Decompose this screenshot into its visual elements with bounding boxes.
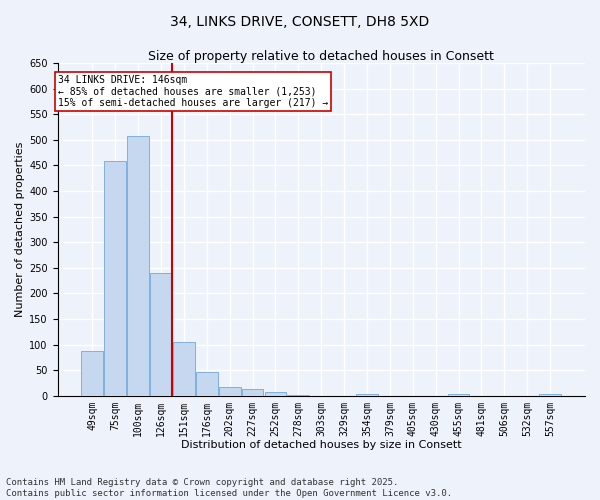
Bar xyxy=(150,273,172,396)
Bar xyxy=(287,394,309,396)
Bar xyxy=(356,394,378,396)
Text: 34, LINKS DRIVE, CONSETT, DH8 5XD: 34, LINKS DRIVE, CONSETT, DH8 5XD xyxy=(170,15,430,29)
Bar xyxy=(82,350,103,396)
Bar xyxy=(265,392,286,396)
Bar xyxy=(219,386,241,396)
Y-axis label: Number of detached properties: Number of detached properties xyxy=(15,142,25,317)
X-axis label: Distribution of detached houses by size in Consett: Distribution of detached houses by size … xyxy=(181,440,461,450)
Bar xyxy=(127,136,149,396)
Text: 34 LINKS DRIVE: 146sqm
← 85% of detached houses are smaller (1,253)
15% of semi-: 34 LINKS DRIVE: 146sqm ← 85% of detached… xyxy=(58,74,328,108)
Text: Contains HM Land Registry data © Crown copyright and database right 2025.
Contai: Contains HM Land Registry data © Crown c… xyxy=(6,478,452,498)
Bar xyxy=(539,394,561,396)
Bar xyxy=(173,342,195,396)
Bar xyxy=(196,372,218,396)
Bar xyxy=(242,389,263,396)
Bar xyxy=(104,162,126,396)
Bar xyxy=(448,394,469,396)
Title: Size of property relative to detached houses in Consett: Size of property relative to detached ho… xyxy=(148,50,494,63)
